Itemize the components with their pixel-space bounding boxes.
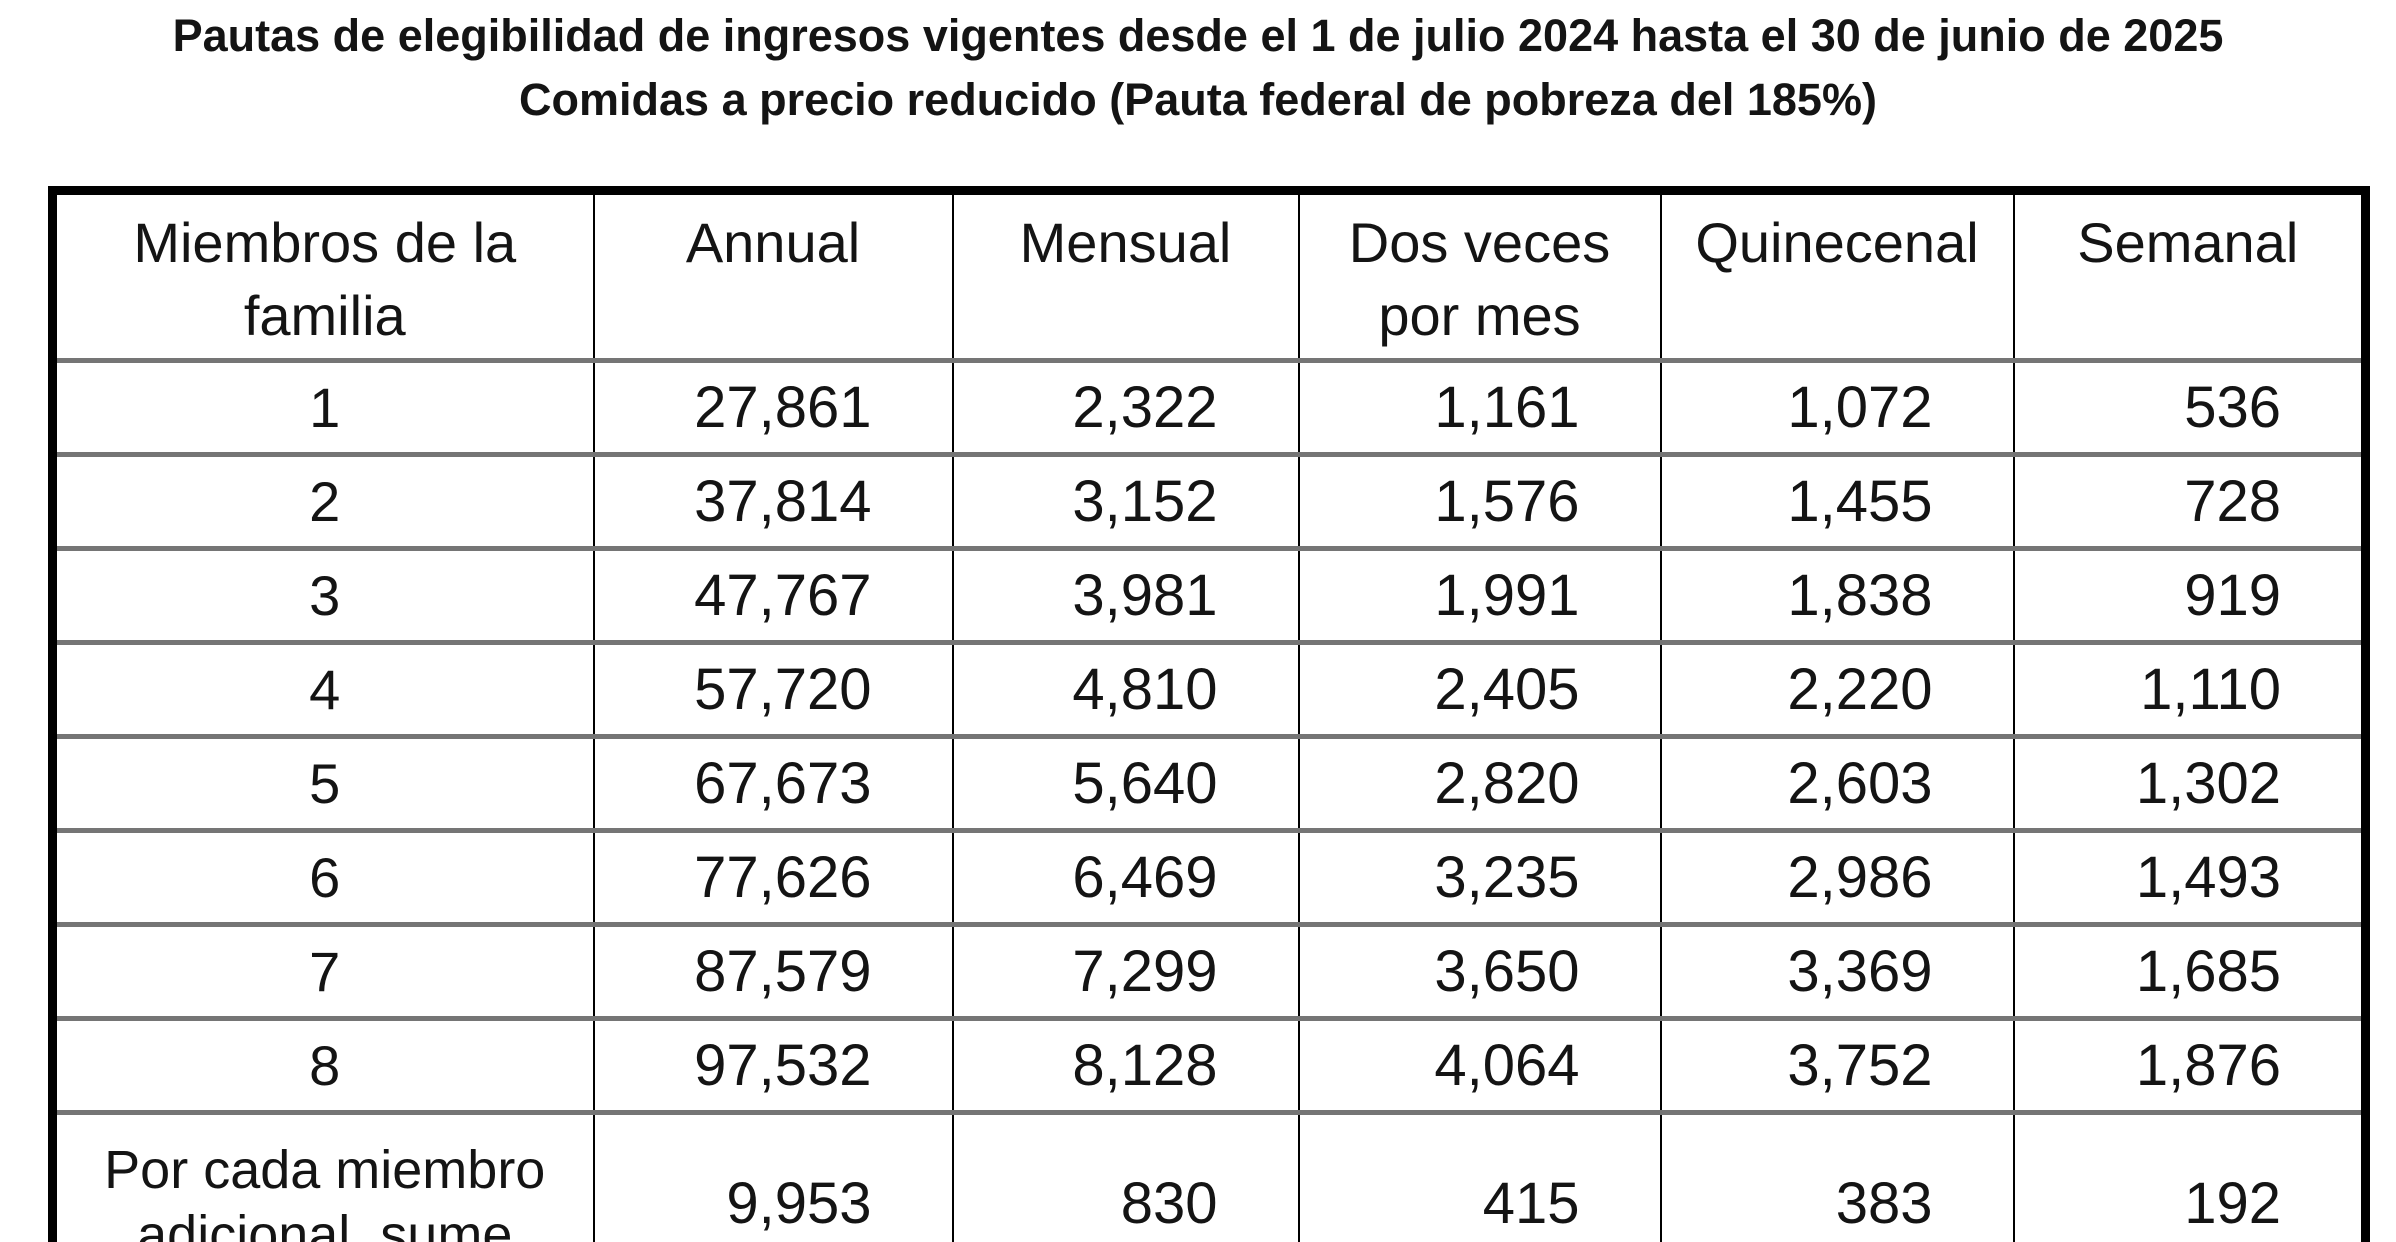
monthly-value-cell: 3,981 [951,546,1300,645]
twice-monthly-value-cell: 4,064 [1297,1016,1662,1115]
weekly-value-cell: 1,493 [2012,828,2367,927]
annual-value-cell: 37,814 [592,452,954,551]
additional-member-label-cell: Por cada miembro adicional, sume [51,1110,595,1242]
biweekly-value-cell: 3,369 [1659,922,2015,1021]
monthly-value-cell: 6,469 [951,828,1300,927]
weekly-value-cell: 1,876 [2012,1016,2367,1115]
page-title-line1: Pautas de elegibilidad de ingresos vigen… [172,10,2224,61]
monthly-value-cell: 8,128 [951,1016,1300,1115]
twice-monthly-value-cell: 3,650 [1297,922,1662,1021]
monthly-value-cell: 830 [951,1110,1300,1242]
biweekly-value-cell: 1,072 [1659,358,2015,457]
table-row: 4 57,720 4,810 2,405 2,220 1,110 [51,640,2367,739]
member-count-cell: 6 [51,828,595,927]
biweekly-value-cell: 3,752 [1659,1016,2015,1115]
annual-value-cell: 67,673 [592,734,954,833]
twice-monthly-value-cell: 2,820 [1297,734,1662,833]
header-row: Miembros de la familia Annual Mensual Do… [51,188,2367,363]
monthly-value-cell: 7,299 [951,922,1300,1021]
weekly-value-cell: 1,302 [2012,734,2367,833]
monthly-value-cell: 3,152 [951,452,1300,551]
weekly-value-cell: 919 [2012,546,2367,645]
member-count-cell: 5 [51,734,595,833]
page-title-line2: Comidas a precio reducido (Pauta federal… [519,73,1877,125]
column-header-weekly: Semanal [2012,188,2367,363]
twice-monthly-value-cell: 2,405 [1297,640,1662,739]
weekly-value-cell: 192 [2012,1110,2367,1242]
table-row: 7 87,579 7,299 3,650 3,369 1,685 [51,922,2367,1021]
column-header-monthly: Mensual [951,188,1300,363]
annual-value-cell: 77,626 [592,828,954,927]
table-row: 5 67,673 5,640 2,820 2,603 1,302 [51,734,2367,833]
member-count-cell: 8 [51,1016,595,1115]
weekly-value-cell: 1,110 [2012,640,2367,739]
additional-member-row: Por cada miembro adicional, sume 9,953 8… [51,1110,2367,1242]
weekly-value-cell: 536 [2012,358,2367,457]
twice-monthly-value-cell: 1,161 [1297,358,1662,457]
column-header-annual: Annual [592,188,954,363]
twice-monthly-value-cell: 3,235 [1297,828,1662,927]
annual-value-cell: 57,720 [592,640,954,739]
annual-value-cell: 87,579 [592,922,954,1021]
table-row: 6 77,626 6,469 3,235 2,986 1,493 [51,828,2367,927]
eligibility-table: Miembros de la familia Annual Mensual Do… [48,186,2370,1242]
column-header-biweekly: Quinecenal [1659,188,2015,363]
biweekly-value-cell: 383 [1659,1110,2015,1242]
member-count-cell: 1 [51,358,595,457]
weekly-value-cell: 728 [2012,452,2367,551]
table-row: 2 37,814 3,152 1,576 1,455 728 [51,452,2367,551]
weekly-value-cell: 1,685 [2012,922,2367,1021]
annual-value-cell: 47,767 [592,546,954,645]
biweekly-value-cell: 2,603 [1659,734,2015,833]
twice-monthly-value-cell: 1,991 [1297,546,1662,645]
table-row: 3 47,767 3,981 1,991 1,838 919 [51,546,2367,645]
biweekly-value-cell: 2,986 [1659,828,2015,927]
annual-value-cell: 27,861 [592,358,954,457]
annual-value-cell: 97,532 [592,1016,954,1115]
page-title: Pautas de elegibilidad de ingresos vigen… [0,4,2396,132]
twice-monthly-value-cell: 415 [1297,1110,1662,1242]
annual-value-cell: 9,953 [592,1110,954,1242]
monthly-value-cell: 5,640 [951,734,1300,833]
table-row: 1 27,861 2,322 1,161 1,072 536 [51,358,2367,457]
column-header-twice-per-month: Dos veces por mes [1297,188,1662,363]
biweekly-value-cell: 1,838 [1659,546,2015,645]
member-count-cell: 2 [51,452,595,551]
monthly-value-cell: 2,322 [951,358,1300,457]
monthly-value-cell: 4,810 [951,640,1300,739]
table-row: 8 97,532 8,128 4,064 3,752 1,876 [51,1016,2367,1115]
member-count-cell: 7 [51,922,595,1021]
biweekly-value-cell: 2,220 [1659,640,2015,739]
twice-monthly-value-cell: 1,576 [1297,452,1662,551]
biweekly-value-cell: 1,455 [1659,452,2015,551]
column-header-members: Miembros de la familia [51,188,595,363]
member-count-cell: 3 [51,546,595,645]
member-count-cell: 4 [51,640,595,739]
